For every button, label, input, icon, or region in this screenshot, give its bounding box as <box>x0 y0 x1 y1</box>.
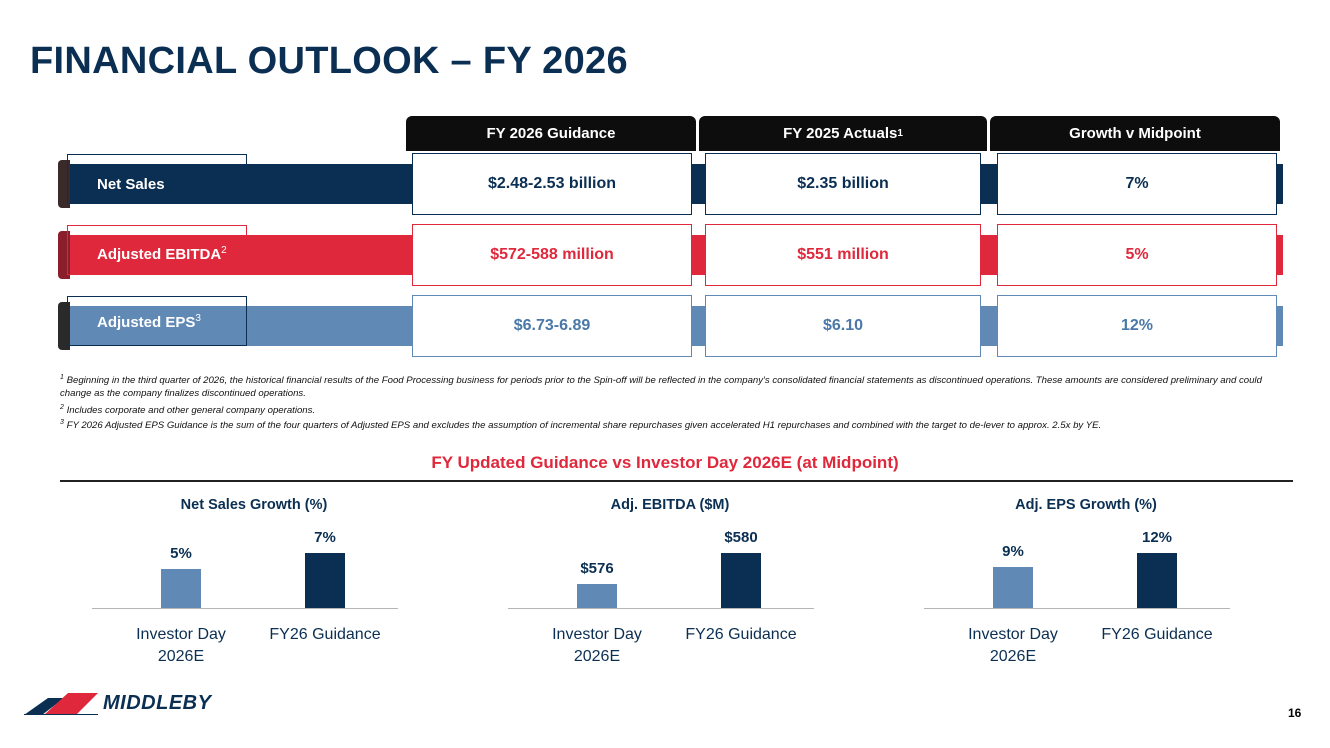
footnote-num: 1 <box>60 374 64 381</box>
row-label-text: Adjusted EPS <box>97 314 196 331</box>
chart-data-label: 12% <box>1141 529 1173 546</box>
chart-bar <box>721 553 761 608</box>
ebitda-growth-cell: 5% <box>997 224 1277 286</box>
chart-bar <box>577 584 617 608</box>
chart-category-label: Investor Day 2026E <box>552 626 642 665</box>
chart-category-label: Investor Day 2026E <box>968 626 1058 665</box>
footnote-text: Includes corporate and other general com… <box>66 405 316 417</box>
footnote-ref: 1 <box>897 128 903 139</box>
footnote-text: FY 2026 Adjusted EPS Guidance is the sum… <box>66 420 1102 432</box>
chart-bar <box>161 568 201 608</box>
row-label-text: Net Sales <box>97 176 165 193</box>
chart-data-label: $580 <box>724 529 758 546</box>
chart-bar <box>305 553 345 608</box>
chart-title: Net Sales Growth (%) <box>180 497 328 513</box>
chart-baseline <box>92 608 398 609</box>
section-subheading: FY Updated Guidance vs Investor Day 2026… <box>431 453 899 472</box>
middleby-logo-icon <box>24 693 98 715</box>
eps-label-box <box>67 296 247 346</box>
chart-data-label: 9% <box>1002 542 1024 560</box>
chart-data-label: 7% <box>314 529 336 546</box>
ebitda-label-box <box>67 225 247 275</box>
chart-category-label: FY26 Guidance <box>269 626 381 643</box>
ebitda-guidance-cell: $572-588 million <box>412 224 692 286</box>
row-label-ebitda: Adjusted EBITDA2 <box>97 245 227 263</box>
row-label-net-sales: Net Sales <box>97 176 165 193</box>
footnote-1: 1 Beginning in the third quarter of 2026… <box>60 372 1275 400</box>
chart-category-label: FY26 Guidance <box>685 626 797 643</box>
footnote-num: 2 <box>60 404 64 411</box>
eps-guidance-cell: $6.73-6.89 <box>412 295 692 357</box>
ebitda-actuals-cell: $551 million <box>705 224 981 286</box>
footnote-ref: 2 <box>221 245 227 256</box>
column-header-growth-label: Growth v Midpoint <box>1069 125 1201 142</box>
footnote-2: 2 Includes corporate and other general c… <box>60 402 1275 418</box>
column-header-actuals-label: FY 2025 Actuals <box>783 125 898 142</box>
chart-bar <box>1137 553 1177 608</box>
chart-adj-eps-growth: Adj. EPS Growth (%) 9% Investor Day 2026E… <box>924 497 1236 672</box>
net-sales-growth-cell: 7% <box>997 153 1277 215</box>
chart-baseline <box>924 608 1230 609</box>
row-label-eps: Adjusted EPS3 <box>97 313 201 331</box>
chart-category-label: Investor Day 2026E <box>136 626 226 665</box>
logo-wordmark: MIDDLEBY <box>103 692 212 714</box>
chart-title: Adj. EBITDA ($M) <box>610 497 730 513</box>
net-sales-guidance-cell: $2.48-2.53 billion <box>412 153 692 215</box>
chart-bar <box>993 566 1033 608</box>
eps-growth-cell: 12% <box>997 295 1277 357</box>
footnote-ref: 3 <box>195 313 201 324</box>
net-sales-label-box <box>67 154 247 204</box>
chart-baseline <box>508 608 814 609</box>
footnote-text: Beginning in the third quarter of 2026, … <box>60 375 1262 399</box>
row-label-text: Adjusted EBITDA <box>97 246 222 263</box>
chart-title: Adj. EPS Growth (%) <box>1015 497 1157 513</box>
column-header-guidance: FY 2026 Guidance <box>406 116 696 151</box>
column-header-growth: Growth v Midpoint <box>990 116 1280 151</box>
net-sales-actuals-cell: $2.35 billion <box>705 153 981 215</box>
column-header-actuals: FY 2025 Actuals 1 <box>699 116 987 151</box>
footnote-3: 3 FY 2026 Adjusted EPS Guidance is the s… <box>60 417 1275 433</box>
page-title: FINANCIAL OUTLOOK – FY 2026 <box>30 40 628 82</box>
chart-category-label: FY26 Guidance <box>1101 626 1213 643</box>
chart-net-sales-growth: Net Sales Growth (%) 5% Investor Day 2026… <box>92 497 404 672</box>
column-header-guidance-label: FY 2026 Guidance <box>486 125 616 142</box>
chart-data-label: $576 <box>580 560 614 578</box>
footnote-num: 3 <box>60 419 64 426</box>
page-number: 16 <box>1288 706 1302 720</box>
eps-actuals-cell: $6.10 <box>705 295 981 357</box>
section-divider <box>60 480 1293 482</box>
chart-adj-ebitda: Adj. EBITDA ($M) $576 Investor Day 2026E $… <box>508 497 820 672</box>
chart-data-label: 5% <box>170 544 192 562</box>
